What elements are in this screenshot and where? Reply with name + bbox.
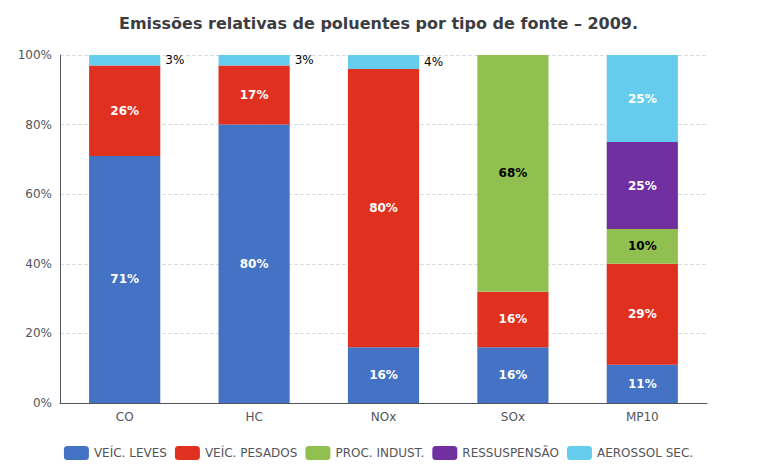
svg-text:3%: 3% bbox=[165, 53, 184, 67]
svg-text:HC: HC bbox=[245, 410, 262, 424]
svg-text:60%: 60% bbox=[25, 187, 52, 201]
svg-text:100%: 100% bbox=[18, 48, 52, 62]
svg-text:0%: 0% bbox=[33, 396, 52, 410]
svg-text:4%: 4% bbox=[424, 55, 443, 69]
svg-text:80%: 80% bbox=[369, 201, 398, 215]
svg-text:68%: 68% bbox=[499, 166, 528, 180]
svg-text:VEÍC. LEVES: VEÍC. LEVES bbox=[94, 445, 167, 460]
svg-text:40%: 40% bbox=[25, 257, 52, 271]
svg-text:80%: 80% bbox=[25, 118, 52, 132]
svg-text:NOx: NOx bbox=[371, 410, 397, 424]
svg-text:25%: 25% bbox=[628, 179, 657, 193]
svg-text:Emissões relativas de poluente: Emissões relativas de poluentes por tipo… bbox=[119, 14, 638, 33]
svg-text:CO: CO bbox=[116, 410, 134, 424]
svg-text:16%: 16% bbox=[499, 368, 528, 382]
svg-text:VEÍC. PESADOS: VEÍC. PESADOS bbox=[205, 445, 298, 460]
svg-text:25%: 25% bbox=[628, 92, 657, 106]
svg-text:RESSUSPENSÃO: RESSUSPENSÃO bbox=[462, 445, 559, 460]
svg-text:SOx: SOx bbox=[501, 410, 525, 424]
svg-text:10%: 10% bbox=[628, 239, 657, 253]
svg-text:29%: 29% bbox=[628, 307, 657, 321]
svg-text:3%: 3% bbox=[295, 53, 314, 67]
svg-text:AEROSSOL SEC.: AEROSSOL SEC. bbox=[597, 446, 693, 460]
svg-text:16%: 16% bbox=[499, 312, 528, 326]
svg-text:71%: 71% bbox=[110, 272, 139, 286]
svg-text:20%: 20% bbox=[25, 326, 52, 340]
svg-text:16%: 16% bbox=[369, 368, 398, 382]
svg-text:11%: 11% bbox=[628, 377, 657, 391]
svg-text:80%: 80% bbox=[240, 257, 269, 271]
svg-text:PROC. INDUST.: PROC. INDUST. bbox=[335, 446, 424, 460]
svg-text:MP10: MP10 bbox=[626, 410, 659, 424]
svg-text:26%: 26% bbox=[110, 104, 139, 118]
svg-text:17%: 17% bbox=[240, 88, 269, 102]
